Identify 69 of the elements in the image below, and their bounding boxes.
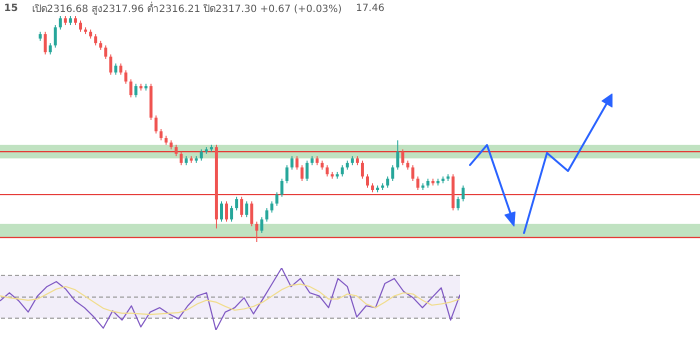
candlestick bbox=[350, 156, 354, 166]
candlestick bbox=[48, 42, 52, 55]
candlestick bbox=[68, 16, 72, 26]
candlestick bbox=[180, 151, 183, 166]
candlestick bbox=[109, 54, 112, 76]
candlestick bbox=[340, 164, 344, 177]
candlestick bbox=[94, 34, 98, 46]
candlestick bbox=[160, 128, 163, 141]
text: เปิด2316.68 สูง2317.96 ต่ำ2316.21 ปิด2317.30 +0.67 (+0.03%) bbox=[32, 0, 342, 16]
candlestick bbox=[114, 62, 118, 76]
candlestick bbox=[255, 221, 258, 242]
candlestick bbox=[200, 148, 203, 162]
candlestick bbox=[170, 140, 173, 150]
candlestick bbox=[184, 156, 188, 166]
candlestick bbox=[401, 148, 404, 166]
candlestick bbox=[406, 160, 410, 170]
candlestick bbox=[38, 31, 42, 42]
candlestick bbox=[54, 24, 57, 48]
candlestick bbox=[129, 78, 132, 98]
candlestick bbox=[456, 196, 460, 211]
candlestick bbox=[275, 192, 278, 206]
candlestick bbox=[225, 200, 228, 222]
candlestick bbox=[119, 62, 122, 76]
candlestick bbox=[154, 114, 158, 134]
candlestick bbox=[64, 16, 67, 26]
candlestick bbox=[245, 200, 248, 218]
candlestick bbox=[99, 40, 102, 50]
candlestick bbox=[296, 156, 299, 170]
candlestick bbox=[89, 29, 92, 40]
candlestick bbox=[104, 44, 108, 60]
candlestick bbox=[426, 178, 430, 188]
candlestick bbox=[360, 160, 364, 180]
candlestick bbox=[326, 164, 329, 177]
candlestick bbox=[411, 164, 414, 182]
candlestick bbox=[230, 205, 234, 222]
candlestick bbox=[250, 200, 254, 227]
candlestick bbox=[366, 174, 369, 188]
candlestick bbox=[134, 83, 138, 98]
candlestick bbox=[462, 185, 465, 202]
candlestick bbox=[320, 160, 324, 170]
candlestick bbox=[79, 20, 82, 32]
candlestick bbox=[300, 164, 304, 182]
candlestick bbox=[235, 196, 238, 211]
candlestick bbox=[346, 160, 349, 170]
candlestick bbox=[396, 140, 400, 170]
candlestick bbox=[260, 216, 264, 234]
candlestick bbox=[74, 16, 77, 26]
candlestick bbox=[285, 164, 288, 184]
text: 17.46 bbox=[356, 2, 384, 14]
candlestick bbox=[58, 16, 62, 30]
candlestick bbox=[371, 182, 374, 193]
candlestick bbox=[386, 176, 390, 188]
candlestick bbox=[164, 135, 168, 146]
chart-title: 15 bbox=[4, 2, 18, 14]
candlestick bbox=[356, 156, 359, 166]
candlestick bbox=[124, 70, 128, 84]
candlestick bbox=[280, 178, 284, 198]
candlestick bbox=[265, 208, 268, 222]
candlestick bbox=[240, 196, 244, 218]
candlestick bbox=[391, 164, 394, 182]
candlestick bbox=[220, 200, 223, 222]
candlestick bbox=[310, 156, 314, 166]
candlestick bbox=[270, 200, 274, 214]
candlestick bbox=[44, 31, 47, 55]
candlestick bbox=[174, 144, 178, 157]
candlestick bbox=[416, 176, 420, 191]
candlestick bbox=[306, 160, 309, 182]
candlestick bbox=[316, 156, 319, 166]
candlestick bbox=[290, 156, 294, 170]
